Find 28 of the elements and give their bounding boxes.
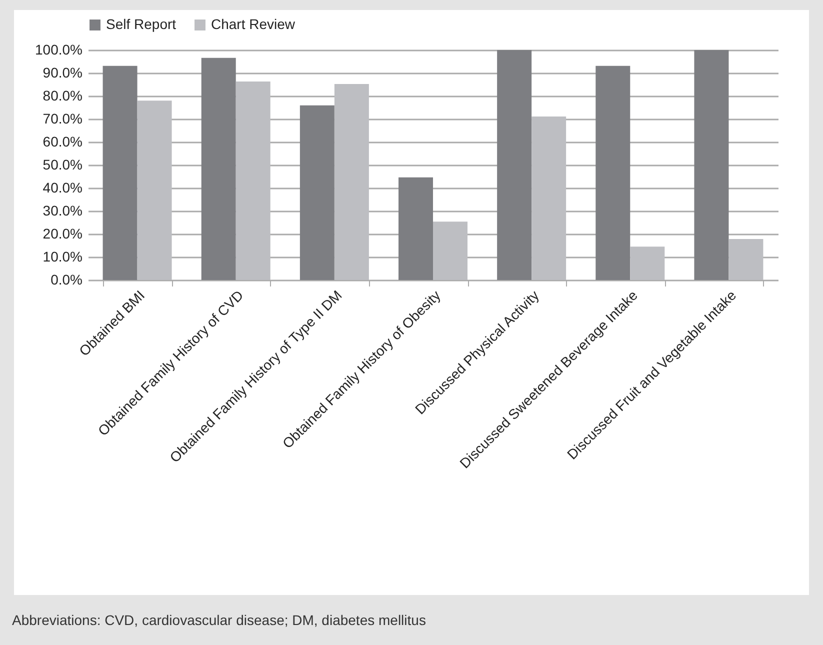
- y-tick-label: 10.0%: [42, 248, 82, 264]
- y-tick-label: 90.0%: [42, 64, 82, 80]
- bar: [596, 66, 630, 280]
- legend-label: Chart Review: [211, 16, 296, 32]
- y-tick-label: 70.0%: [42, 110, 82, 126]
- bar: [300, 105, 334, 280]
- y-tick-label: 50.0%: [42, 156, 82, 172]
- bar: [137, 100, 172, 280]
- bar: [433, 222, 468, 280]
- bar: [694, 50, 729, 280]
- y-tick-label: 60.0%: [42, 134, 82, 150]
- bar: [728, 239, 764, 280]
- legend-label: Self Report: [106, 16, 176, 32]
- bar: [630, 246, 665, 280]
- y-tick-label: 0.0%: [50, 272, 82, 288]
- text: Abbreviations: CVD, cardiovascular disease; DM, diabetes mellitus: [12, 612, 426, 628]
- bar: [102, 66, 138, 280]
- y-tick-label: 20.0%: [42, 226, 82, 242]
- y-tick-label: 30.0%: [42, 202, 82, 218]
- bar: [398, 177, 433, 280]
- bar: [497, 50, 532, 280]
- y-tick-label: 40.0%: [42, 180, 82, 196]
- bar: [201, 58, 236, 280]
- bar: [334, 84, 369, 280]
- bar: [236, 82, 270, 280]
- bar: [532, 116, 566, 280]
- y-tick-label: 80.0%: [42, 88, 82, 104]
- y-tick-label: 100.0%: [35, 42, 82, 58]
